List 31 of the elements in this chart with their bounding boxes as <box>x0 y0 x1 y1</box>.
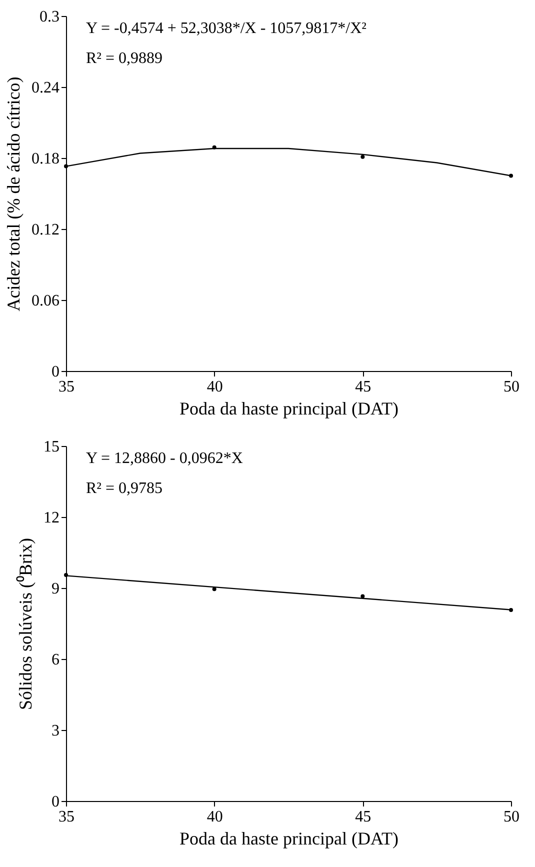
y-tick-label: 9 <box>52 580 60 598</box>
point <box>360 594 365 598</box>
y-tick-label: 0 <box>52 364 60 380</box>
y-tick-label: 3 <box>52 722 60 740</box>
x-tick-label: 50 <box>504 808 520 826</box>
y-tick-label: 0.18 <box>32 150 60 168</box>
x-tick-label: 50 <box>504 378 520 396</box>
x-tick-label: 35 <box>58 378 74 396</box>
y-tick-label: 0.06 <box>32 292 60 310</box>
x-tick-label: 45 <box>355 378 372 396</box>
x-tick-label: 45 <box>355 808 372 826</box>
y-tick-label: 6 <box>52 652 60 668</box>
annotation: Y = -0,4574 + 52,3038*/X - 1057,9817*/X² <box>86 20 367 37</box>
y-tick-label: 0.24 <box>32 80 60 96</box>
x-tick-label: 40 <box>206 378 223 396</box>
annotation: R² = 0,9785 <box>86 480 162 497</box>
y-tick-label: 0.12 <box>32 222 60 238</box>
point <box>360 154 365 159</box>
x-tick-label: 40 <box>206 808 223 826</box>
y-tick-label: 0.3 <box>40 8 60 26</box>
y-tick-label: 15 <box>44 438 60 456</box>
x-tick-label: 35 <box>58 808 74 826</box>
annotation: R² = 0,9889 <box>86 50 162 67</box>
x-axis-title: Poda da haste principal (DAT) <box>180 398 398 418</box>
annotation: Y = 12,8860 - 0,0962*X <box>86 450 244 467</box>
point <box>212 587 216 592</box>
x-axis-title: Poda da haste principal (DAT) <box>180 828 398 848</box>
y-tick-label: 0 <box>52 794 60 810</box>
y-axis-title: Sólidos solúveis (⁰Brix) <box>16 538 36 710</box>
y-axis-title: Acidez total (% de ácido cítrico) <box>4 76 24 312</box>
y-tick-label: 12 <box>44 510 60 526</box>
